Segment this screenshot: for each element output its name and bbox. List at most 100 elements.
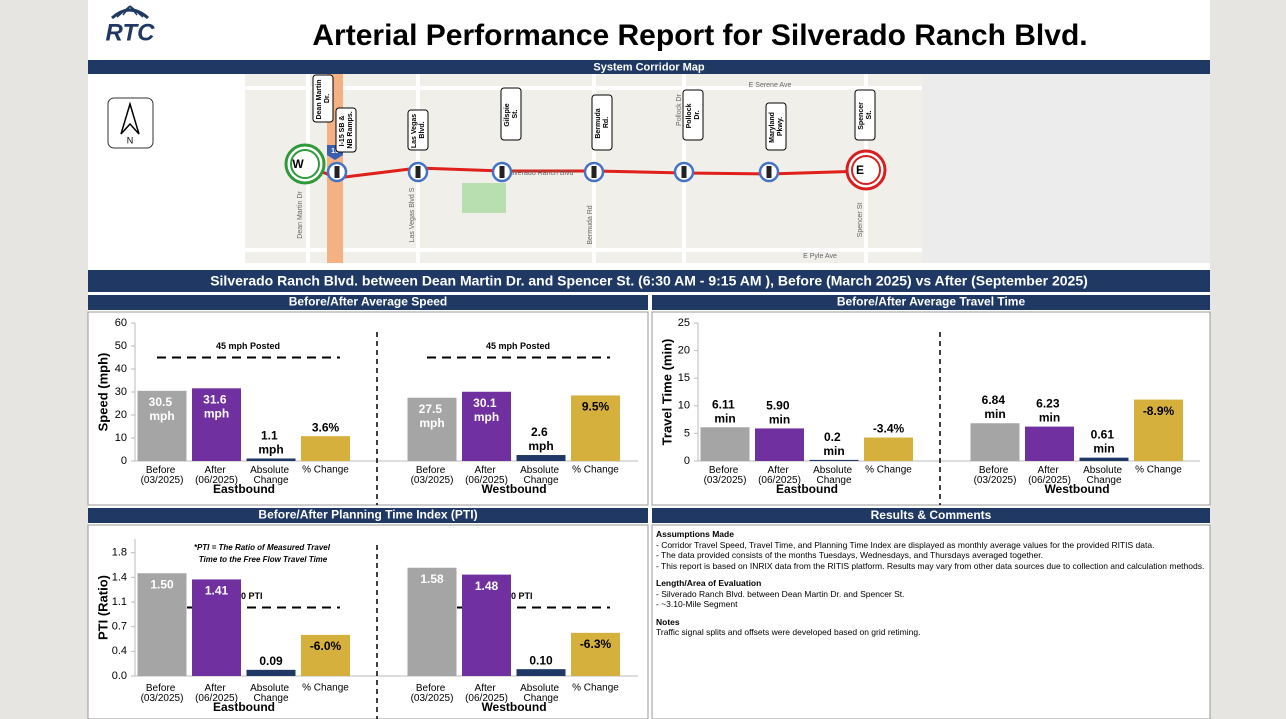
x-tick-label: % Change xyxy=(572,465,619,476)
intersection-label: Bermuda Rd. xyxy=(595,106,610,138)
north-arrow xyxy=(120,101,140,135)
y-tick-label: 0 xyxy=(684,455,690,467)
map-side xyxy=(922,74,1210,263)
map-heading: System Corridor Map xyxy=(593,61,705,73)
x-tick-label: After (06/2025) xyxy=(465,465,508,486)
y-tick-label: 0.7 xyxy=(112,621,127,633)
reference-label: 45 mph Posted xyxy=(216,341,280,351)
x-tick-label: After (06/2025) xyxy=(195,683,238,704)
signal xyxy=(766,166,772,178)
x-tick-label: Absolute Change xyxy=(1083,465,1125,486)
signal xyxy=(334,166,340,178)
y-tick-label: 1.1 xyxy=(112,596,127,608)
callout-box xyxy=(335,107,357,153)
x-tick-label: Before (03/2025) xyxy=(411,465,454,486)
value-label: 1.1 mph xyxy=(258,429,283,457)
bar xyxy=(1025,426,1074,461)
bar xyxy=(246,669,296,676)
reference-label: 45 mph Posted xyxy=(486,341,550,351)
y-tick-label: 0.4 xyxy=(112,645,127,657)
bar xyxy=(1079,457,1129,461)
map xyxy=(245,74,922,263)
results-line: - ~3.10-Mile Segment xyxy=(656,599,738,609)
value-label: 1.50 xyxy=(150,577,174,591)
street-label: E Serene Ave xyxy=(749,82,792,89)
y-tick-label: 10 xyxy=(115,432,127,444)
value-label: 1.41 xyxy=(205,584,229,598)
bar xyxy=(700,427,750,461)
value-label: 5.90 min xyxy=(766,399,793,427)
north-text: N xyxy=(127,135,134,145)
x-tick-label: Before (03/2025) xyxy=(704,465,747,486)
east-ring-inner xyxy=(851,155,881,185)
subtitle-bar xyxy=(88,270,1210,292)
bar xyxy=(137,573,187,676)
y-tick-label: 40 xyxy=(115,363,127,375)
value-label: 0.2 min xyxy=(823,430,844,458)
chart-panel xyxy=(87,311,649,506)
x-tick-label: After (06/2025) xyxy=(195,465,238,486)
chart-title: Before/After Average Speed xyxy=(289,295,448,309)
value-label: 0.09 xyxy=(259,654,283,668)
map-heading-bar xyxy=(88,60,1210,74)
callout-box xyxy=(591,94,613,151)
y-axis-label: Travel Time (min) xyxy=(659,339,674,446)
bar xyxy=(1134,399,1183,461)
bar xyxy=(407,567,457,676)
street-label: Pollock Dr xyxy=(676,93,683,126)
west-ring-inner xyxy=(290,149,320,179)
y-tick-label: 5 xyxy=(684,427,690,439)
value-label: 27.5 mph xyxy=(419,402,446,430)
shield-text: 15 xyxy=(331,148,339,155)
value-label: 9.5% xyxy=(582,400,610,414)
x-tick-label: Absolute Change xyxy=(250,465,292,486)
intersection-label: I-15 SB & NB Ramps. xyxy=(339,111,354,148)
y-tick-label: 1.8 xyxy=(112,547,127,559)
signal xyxy=(681,166,687,178)
intersection-label: Spencer St. xyxy=(858,100,873,130)
results-line: - This report is based on INRIX data fro… xyxy=(656,560,1205,571)
results-heading-bar xyxy=(652,508,1210,523)
west-marker: W xyxy=(292,157,304,171)
signal xyxy=(415,166,421,178)
street-label: E Pyle Ave xyxy=(803,253,837,260)
signal xyxy=(591,166,597,178)
value-label: 30.1 mph xyxy=(473,396,500,424)
street-label: Dean Martin Dr xyxy=(297,191,304,239)
reference-label: 1.0 PTI xyxy=(503,591,532,601)
y-tick-label: 0 xyxy=(121,455,127,467)
signal xyxy=(499,166,505,178)
bar xyxy=(516,669,566,676)
callout-box xyxy=(312,74,334,123)
subtitle: Silverado Ranch Blvd. between Dean Marti… xyxy=(210,273,1088,289)
callout-box xyxy=(765,102,787,151)
x-tick-label: Absolute Change xyxy=(250,683,292,704)
results-section-title: Assumptions Made xyxy=(656,529,734,539)
x-tick-label: Before (03/2025) xyxy=(974,465,1017,486)
value-label: 1.58 xyxy=(420,572,444,586)
x-tick-label: % Change xyxy=(302,683,349,694)
x-tick-label: Absolute Change xyxy=(520,465,562,486)
bar xyxy=(970,423,1020,461)
value-label: 0.10 xyxy=(529,653,553,667)
y-tick-label: 25 xyxy=(678,317,690,329)
park xyxy=(462,183,506,213)
callout-box xyxy=(500,87,522,141)
value-label: 1.48 xyxy=(475,579,499,593)
value-label: 6.23 min xyxy=(1036,397,1063,425)
results-section-title: Notes xyxy=(656,616,680,627)
results: Assumptions Made - Corridor Travel Speed,… xyxy=(656,529,1206,638)
street-label: Silverado Ranch Blvd xyxy=(507,170,574,177)
y-tick-label: 30 xyxy=(115,386,127,398)
value-label: 3.6% xyxy=(312,420,340,434)
y-tick-label: 20 xyxy=(115,409,127,421)
value-label: -3.4% xyxy=(873,422,905,436)
results-heading: Results & Comments xyxy=(871,508,992,522)
bar xyxy=(246,458,296,461)
x-tick-label: % Change xyxy=(302,465,349,476)
bar xyxy=(462,391,511,461)
y-axis-label: PTI (Ratio) xyxy=(95,575,110,640)
value-label: -6.0% xyxy=(310,639,342,653)
y-tick-label: 60 xyxy=(115,317,127,329)
x-tick-label: % Change xyxy=(1135,465,1182,476)
